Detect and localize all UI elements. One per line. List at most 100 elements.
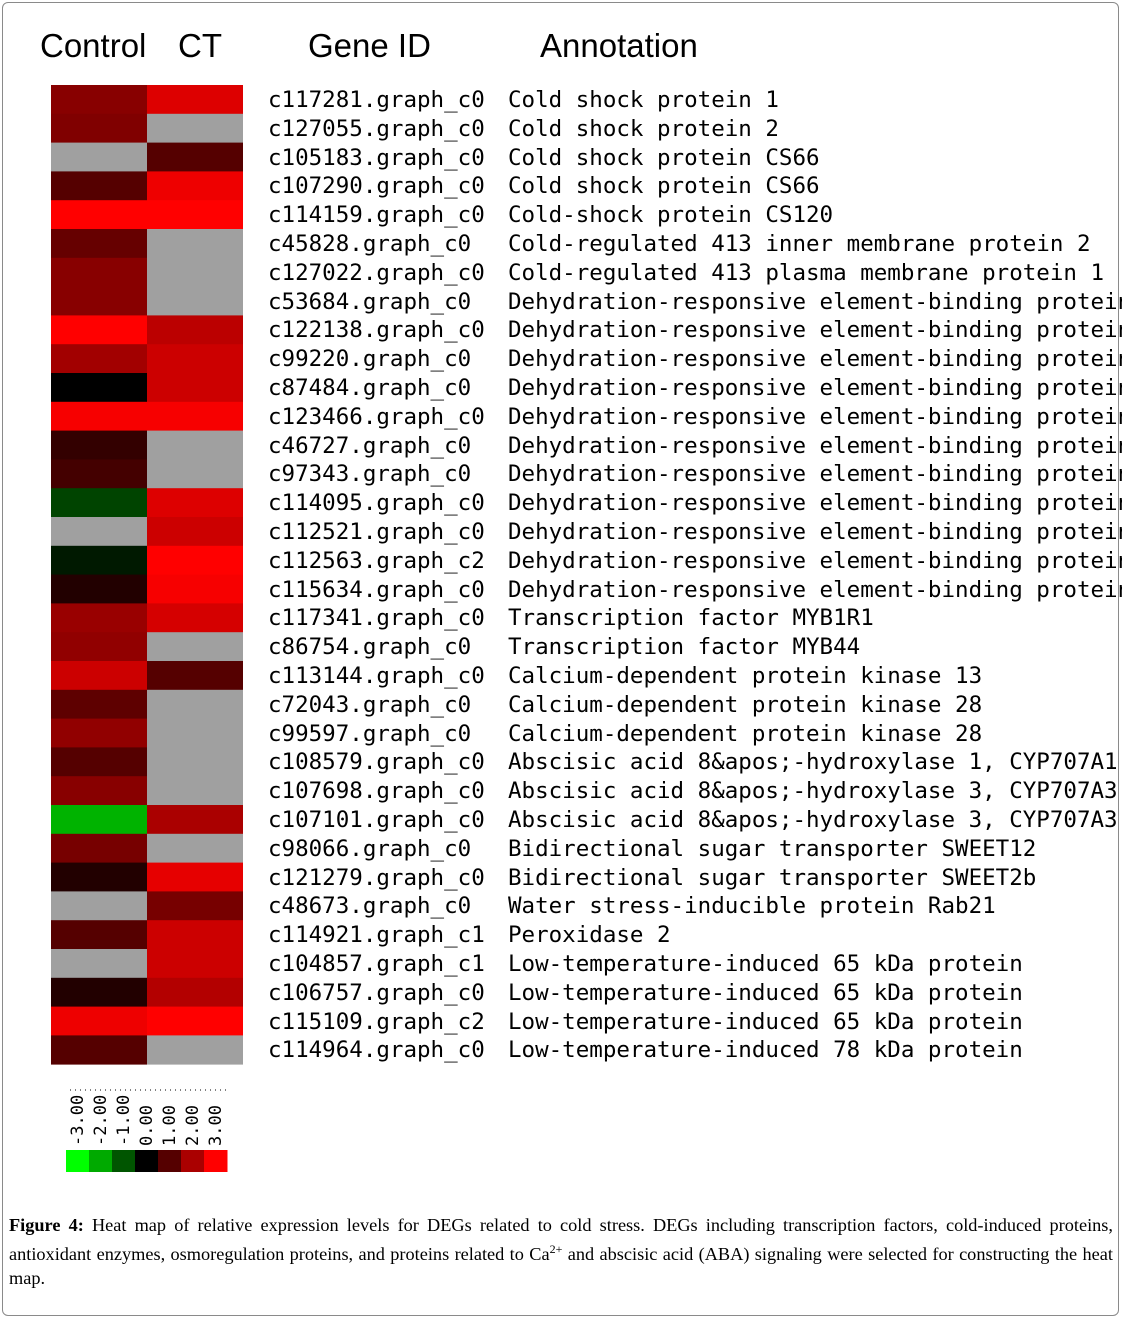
- annotation-label: Abscisic acid 8&apos;-hydroxylase 3, CYP…: [508, 778, 1118, 805]
- gene-id-label: c127055.graph_c0: [268, 115, 485, 142]
- annotation-label: Bidirectional sugar transporter SWEET2b: [508, 864, 1037, 891]
- annotation-label: Water stress-inducible protein Rab21: [508, 893, 996, 920]
- annotation-label: Cold shock protein CS66: [508, 144, 820, 171]
- heatmap-cell-control-c122138.graph_c0: [51, 315, 147, 345]
- gene-id-label: c87484.graph_c0: [268, 375, 472, 401]
- heatmap-cell-ct-c127055.graph_c0: [147, 113, 243, 143]
- legend-tick-label: 2.00: [183, 1105, 203, 1146]
- heatmap-cell-control-c106757.graph_c0: [51, 977, 147, 1007]
- heatmap-cell-control-c127022.graph_c0: [51, 257, 147, 287]
- heatmap-cell-ct-c45828.graph_c0: [147, 229, 243, 259]
- gene-id-label: c115634.graph_c0: [268, 576, 485, 603]
- annotation-label: Dehydration-responsive element-binding p…: [508, 403, 1122, 430]
- gene-id-label: c72043.graph_c0: [268, 691, 472, 718]
- heatmap-cell-ct-c106757.graph_c0: [147, 977, 243, 1007]
- column-header-gene-id: Gene ID: [308, 27, 431, 64]
- heatmap-cell-ct-c108579.graph_c0: [147, 747, 243, 777]
- heatmap-cell-ct-c115109.graph_c2: [147, 1006, 243, 1036]
- gene-id-label: c86754.graph_c0: [268, 634, 472, 661]
- heatmap-cell-control-c115109.graph_c2: [51, 1006, 147, 1036]
- gene-id-label: c117341.graph_c0: [268, 605, 485, 632]
- heatmap-cell-ct-c117341.graph_c0: [147, 603, 243, 633]
- annotation-label: Transcription factor MYB44: [508, 634, 861, 661]
- annotation-label: Dehydration-responsive element-binding p…: [508, 317, 1122, 344]
- heatmap-cell-control-c53684.graph_c0: [51, 286, 147, 316]
- gene-id-label: c114964.graph_c0: [268, 1037, 485, 1064]
- heatmap-cell-control-c98066.graph_c0: [51, 833, 147, 863]
- heatmap-cell-control-c107101.graph_c0: [51, 805, 147, 835]
- gene-id-label: c107698.graph_c0: [268, 778, 485, 805]
- gene-id-label: c99597.graph_c0: [268, 720, 472, 747]
- annotation-label: Dehydration-responsive element-binding p…: [508, 547, 1122, 574]
- heatmap-cell-ct-c86754.graph_c0: [147, 632, 243, 662]
- figure-caption: Figure 4: Heat map of relative expressio…: [9, 1213, 1113, 1290]
- heatmap-cell-control-c72043.graph_c0: [51, 689, 147, 719]
- heatmap-cell-control-c48673.graph_c0: [51, 891, 147, 921]
- heatmap-cell-control-c114921.graph_c1: [51, 920, 147, 950]
- gene-id-label: c122138.graph_c0: [268, 317, 485, 344]
- gene-id-label: c114921.graph_c1: [268, 922, 485, 949]
- gene-id-label: c113144.graph_c0: [268, 663, 485, 689]
- heatmap-cell-control-c104857.graph_c1: [51, 949, 147, 979]
- gene-id-label: c98066.graph_c0: [268, 835, 472, 862]
- heatmap-cell-control-c121279.graph_c0: [51, 862, 147, 892]
- annotation-label: Low-temperature-induced 65 kDa protein: [508, 951, 1023, 977]
- heatmap-cell-ct-c112521.graph_c0: [147, 517, 243, 547]
- heatmap-cell-ct-c72043.graph_c0: [147, 689, 243, 719]
- heatmap-cell-ct-c113144.graph_c0: [147, 661, 243, 691]
- gene-id-label: c97343.graph_c0: [268, 461, 472, 488]
- heatmap-cell-control-c97343.graph_c0: [51, 459, 147, 489]
- heatmap-cell-ct-c115634.graph_c0: [147, 574, 243, 604]
- annotation-label: Peroxidase 2: [508, 922, 671, 949]
- heatmap-cell-control-c123466.graph_c0: [51, 401, 147, 431]
- heatmap-cell-control-c113144.graph_c0: [51, 661, 147, 691]
- annotation-label: Bidirectional sugar transporter SWEET12: [508, 835, 1037, 862]
- annotation-label: Dehydration-responsive element-binding p…: [508, 432, 1122, 459]
- heatmap-cell-ct-c114921.graph_c1: [147, 920, 243, 950]
- annotation-label: Cold shock protein 2: [508, 115, 779, 142]
- gene-id-label: c106757.graph_c0: [268, 979, 485, 1006]
- annotation-label: Transcription factor MYB1R1: [508, 605, 874, 632]
- heatmap-cell-control-c114159.graph_c0: [51, 200, 147, 230]
- caption-text-2: and abscisic acid (ABA) signaling were s…: [9, 1244, 1113, 1289]
- heatmap-cell-control-c117281.graph_c0: [51, 85, 147, 115]
- legend-swatch: [158, 1150, 182, 1172]
- annotation-label: Cold shock protein CS66: [508, 173, 820, 200]
- gene-id-label: c107290.graph_c0: [268, 173, 485, 200]
- heatmap-cell-ct-c99220.graph_c0: [147, 344, 243, 374]
- heatmap-cell-ct-c107290.graph_c0: [147, 171, 243, 201]
- annotation-label: Dehydration-responsive element-binding p…: [508, 461, 1122, 488]
- legend-tick-label: 3.00: [206, 1105, 226, 1146]
- heatmap-cell-ct-c107698.graph_c0: [147, 776, 243, 806]
- annotation-label: Abscisic acid 8&apos;-hydroxylase 3, CYP…: [508, 807, 1118, 833]
- annotation-label: Cold-regulated 413 inner membrane protei…: [508, 231, 1091, 257]
- heatmap-cell-control-c115634.graph_c0: [51, 574, 147, 604]
- heatmap-cell-control-c112521.graph_c0: [51, 517, 147, 547]
- annotation-label: Dehydration-responsive element-binding p…: [508, 576, 1122, 603]
- annotation-label: Low-temperature-induced 78 kDa protein: [508, 1037, 1023, 1064]
- annotation-label: Low-temperature-induced 65 kDa protein: [508, 1008, 1023, 1035]
- heatmap-cell-ct-c48673.graph_c0: [147, 891, 243, 921]
- gene-id-label: c115109.graph_c2: [268, 1008, 485, 1035]
- heatmap-cell-control-c46727.graph_c0: [51, 430, 147, 460]
- heatmap-cell-ct-c123466.graph_c0: [147, 401, 243, 431]
- annotation-label: Dehydration-responsive element-binding p…: [508, 519, 1122, 545]
- gene-id-label: c112563.graph_c2: [268, 547, 485, 574]
- legend-swatch: [204, 1150, 228, 1172]
- annotation-label: Dehydration-responsive element-binding p…: [508, 288, 1122, 315]
- heatmap-cell-control-c99220.graph_c0: [51, 344, 147, 374]
- heatmap-cell-control-c117341.graph_c0: [51, 603, 147, 633]
- gene-id-label: c121279.graph_c0: [268, 864, 485, 891]
- gene-id-label: c104857.graph_c1: [268, 951, 485, 977]
- gene-id-label: c127022.graph_c0: [268, 259, 485, 286]
- heatmap-cell-control-c114964.graph_c0: [51, 1035, 147, 1065]
- heatmap-cell-control-c105183.graph_c0: [51, 142, 147, 172]
- legend-tick-label: -3.00: [68, 1095, 88, 1146]
- heatmap-cell-ct-c117281.graph_c0: [147, 85, 243, 115]
- heatmap-cell-control-c86754.graph_c0: [51, 632, 147, 662]
- column-header-ct: CT: [178, 27, 222, 64]
- gene-id-label: c112521.graph_c0: [268, 519, 485, 545]
- annotation-label: Dehydration-responsive element-binding p…: [508, 346, 1122, 373]
- heatmap-cell-ct-c112563.graph_c2: [147, 545, 243, 575]
- annotation-label: Calcium-dependent protein kinase 28: [508, 691, 983, 718]
